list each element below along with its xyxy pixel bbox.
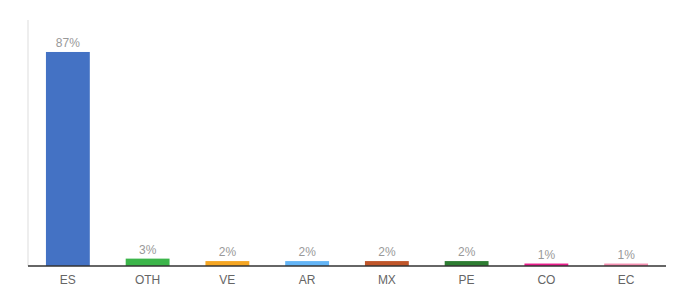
data-label: 1%	[617, 248, 635, 262]
data-label: 2%	[219, 245, 237, 259]
x-tick-label: CO	[537, 273, 555, 287]
x-axis-line	[28, 265, 666, 267]
x-tick-label: MX	[378, 273, 396, 287]
chart: ES OTH VE AR MX PE CO EC 87% 3% 2% 2% 2% 2% 1% 1%	[0, 0, 680, 300]
data-label: 2%	[378, 245, 396, 259]
data-label: 3%	[139, 243, 157, 257]
bar	[46, 52, 90, 266]
x-tick-labels: ES OTH VE AR MX PE CO EC	[60, 273, 635, 287]
data-label: 2%	[298, 245, 316, 259]
x-tick-label: VE	[219, 273, 235, 287]
x-tick-label: ES	[60, 273, 76, 287]
x-tick-label: AR	[299, 273, 316, 287]
x-tick-label: EC	[618, 273, 635, 287]
data-label: 87%	[56, 36, 80, 50]
data-labels: 87% 3% 2% 2% 2% 2% 1% 1%	[56, 36, 635, 262]
x-tick-label: PE	[459, 273, 475, 287]
x-tick-label: OTH	[135, 273, 160, 287]
bar	[126, 259, 170, 266]
y-axis-line	[28, 20, 29, 266]
data-label: 2%	[458, 245, 476, 259]
data-label: 1%	[538, 248, 556, 262]
bars	[46, 52, 648, 266]
